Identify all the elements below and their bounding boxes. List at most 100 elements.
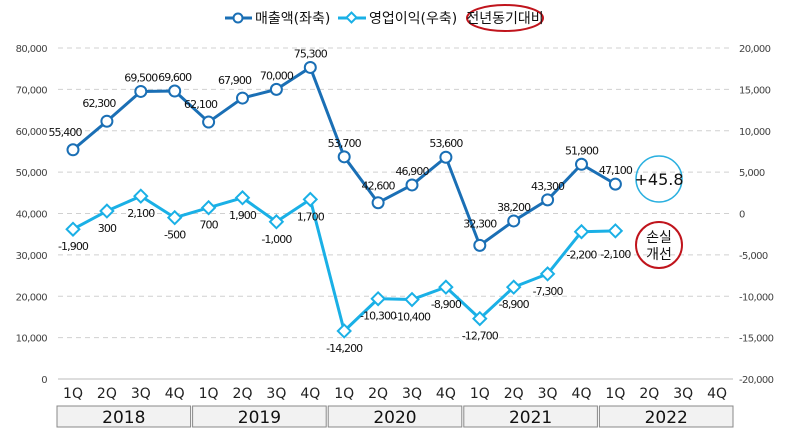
left-axis-tick: 70,000 xyxy=(16,85,48,96)
revenue-point xyxy=(371,196,385,210)
profit-data-label: -10,400 xyxy=(394,311,431,324)
right-axis-tick: -20,000 xyxy=(739,375,774,386)
profit-data-label: 300 xyxy=(98,222,117,235)
revenue-data-label: 42,600 xyxy=(362,180,396,193)
revenue-point xyxy=(439,150,453,164)
legend-revenue-label: 매출액(좌축) xyxy=(255,11,330,27)
revenue-data-label: 70,000 xyxy=(260,69,294,82)
yoy-profit-text-1: 손실 xyxy=(646,230,672,246)
right-axis-tick: 15,000 xyxy=(739,85,771,96)
legend-profit-label: 영업이익(우축) xyxy=(369,11,457,27)
revenue-point xyxy=(608,177,622,191)
revenue-point xyxy=(100,114,114,128)
quarter-label: 1Q xyxy=(605,386,625,402)
revenue-data-label: 53,700 xyxy=(328,137,362,150)
revenue-point xyxy=(473,238,487,252)
profit-point xyxy=(268,213,285,230)
legend-profit-marker xyxy=(345,11,358,24)
revenue-point xyxy=(541,193,555,207)
legend-yoy-circle xyxy=(466,4,544,32)
revenue-data-label: 75,300 xyxy=(294,47,328,60)
quarter-label: 1Q xyxy=(63,386,83,402)
yoy-revenue-annotation: +45.8 xyxy=(634,155,684,203)
profit-data-label: -2,100 xyxy=(600,248,631,261)
profit-point xyxy=(472,310,488,327)
revenue-point xyxy=(66,143,80,157)
right-axis-tick: 5,000 xyxy=(739,168,765,179)
profit-data-label: -1,000 xyxy=(261,233,292,246)
profit-point xyxy=(336,323,352,339)
revenue-point xyxy=(168,84,182,98)
year-box xyxy=(56,405,192,428)
left-axis-tick: 60,000 xyxy=(16,127,48,138)
revenue-point xyxy=(575,157,588,171)
profit-point xyxy=(539,266,556,282)
year-label: 2018 xyxy=(102,408,145,428)
right-axis-tick: 0 xyxy=(739,210,745,221)
quarter-label: 2Q xyxy=(97,386,117,402)
profit-data-label: -12,700 xyxy=(462,330,499,343)
legend-yoy-label: 전년동기대비 xyxy=(466,11,543,27)
quarter-label: 4Q xyxy=(707,386,727,402)
profit-data-label: -1,900 xyxy=(58,240,89,253)
quarter-label: 4Q xyxy=(300,386,320,402)
left-axis-tick: 10,000 xyxy=(16,334,48,345)
quarter-label: 2Q xyxy=(639,386,659,402)
year-box xyxy=(598,405,734,428)
profit-point xyxy=(65,221,81,238)
left-axis-tick: 0 xyxy=(41,375,47,386)
revenue-data-label: 67,900 xyxy=(218,74,252,87)
year-label: 2022 xyxy=(645,408,688,428)
profit-point xyxy=(607,223,624,239)
quarter-label: 3Q xyxy=(131,386,151,402)
right-axis-tick: 10,000 xyxy=(739,127,771,138)
profit-data-label: 1,700 xyxy=(297,210,325,223)
revenue-point xyxy=(269,82,283,96)
right-axis-tick: -10,000 xyxy=(739,292,774,303)
left-axis-tick: 40,000 xyxy=(16,210,48,221)
quarter-label: 4Q xyxy=(572,386,592,402)
year-box xyxy=(192,405,327,428)
left-axis-tick: 80,000 xyxy=(16,44,48,55)
quarter-label: 3Q xyxy=(538,386,558,402)
profit-point xyxy=(234,189,251,206)
quarter-label: 2Q xyxy=(233,386,253,402)
quarter-label: 1Q xyxy=(199,386,219,402)
quarter-label: 3Q xyxy=(266,386,286,402)
year-label: 2020 xyxy=(373,408,416,428)
profit-point xyxy=(438,279,454,295)
legend: 매출액(좌축) 영업이익(우축) 전년동기대비 xyxy=(225,4,544,32)
profit-point xyxy=(370,290,386,307)
revenue-data-label: 38,200 xyxy=(497,201,531,214)
right-axis-tick: -5,000 xyxy=(739,251,768,262)
yoy-profit-annotation: 손실 개선 xyxy=(635,221,683,269)
yoy-revenue-circle xyxy=(635,155,683,203)
quarter-label: 2Q xyxy=(368,386,388,402)
profit-data-label: -14,200 xyxy=(326,342,363,355)
profit-line xyxy=(72,194,616,333)
revenue-data-label: 69,600 xyxy=(158,71,192,84)
profit-data-label: 1,900 xyxy=(229,209,257,222)
year-label: 2021 xyxy=(509,408,552,428)
revenue-point xyxy=(134,84,148,98)
revenue-data-label: 43,300 xyxy=(531,180,565,193)
revenue-point xyxy=(507,214,521,228)
legend-revenue-marker xyxy=(232,12,244,24)
profit-point xyxy=(404,291,420,308)
profit-point xyxy=(200,199,217,216)
revenue-data-label: 69,500 xyxy=(124,71,158,84)
profit-point xyxy=(573,223,590,240)
profit-data-label: -500 xyxy=(164,229,186,242)
profit-point xyxy=(133,188,149,204)
quarter-label: 4Q xyxy=(165,386,185,402)
quarter-label: 2Q xyxy=(504,386,524,402)
profit-data-label: -2,200 xyxy=(566,249,597,262)
revenue-point xyxy=(337,150,351,164)
revenue-data-label: 46,900 xyxy=(395,165,429,178)
quarter-label: 4Q xyxy=(436,386,456,402)
quarter-label: 3Q xyxy=(673,386,693,402)
profit-point xyxy=(505,279,522,295)
revenue-data-label: 32,300 xyxy=(463,217,497,230)
quarter-label: 3Q xyxy=(402,386,422,402)
